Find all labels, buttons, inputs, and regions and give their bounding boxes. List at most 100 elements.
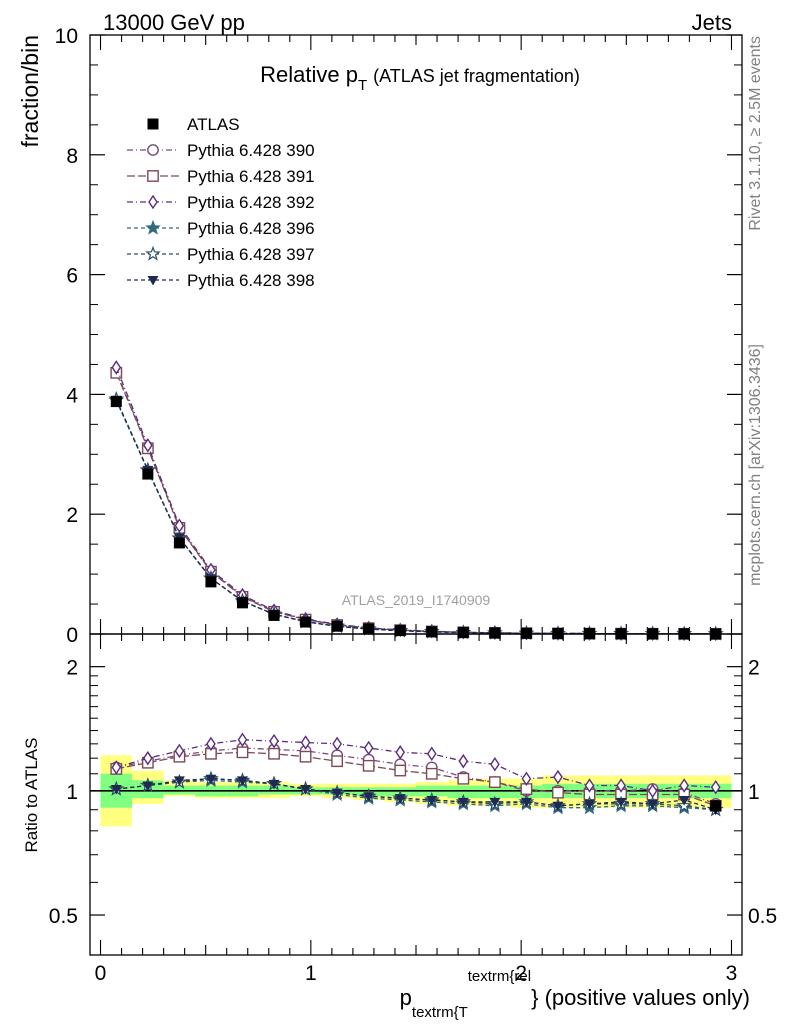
ratio-series-1-marker — [394, 764, 407, 777]
uncertainty-band-stat — [447, 785, 480, 799]
main-y-tick-label: 6 — [66, 265, 78, 288]
ratio-series-2-marker — [679, 778, 690, 793]
ratio-series-5-marker — [142, 781, 154, 792]
main-y-tick-label: 2 — [66, 504, 78, 527]
ratio-series-2-marker — [395, 745, 406, 760]
ratio-series-5-line — [116, 778, 716, 811]
ratio-series-1-marker — [552, 786, 564, 799]
ratio-series-0-line — [116, 747, 716, 805]
legend-label-3: Pythia 6.428 392 — [187, 193, 315, 212]
data-point-atlas — [300, 616, 312, 628]
ratio-series-5-marker — [489, 797, 501, 808]
ratio-series-2-marker — [584, 778, 595, 793]
legend-label-4: Pythia 6.428 396 — [187, 219, 315, 238]
legend-label-5: Pythia 6.428 397 — [187, 245, 315, 264]
ratio-series-1-marker — [488, 776, 501, 789]
uncertainty-band-stat — [479, 785, 511, 799]
legend-marker-6 — [147, 276, 159, 286]
x-tick-label: 0 — [95, 962, 107, 985]
ratio-series-3-line — [116, 779, 716, 811]
ratio-series-2-marker — [616, 778, 626, 793]
ratio-series-1-marker — [457, 772, 470, 785]
legend-marker-4 — [145, 219, 161, 235]
x-tick-label: 2 — [515, 962, 527, 985]
ratio-series-2-marker — [458, 753, 469, 769]
chart-title-main: Relative p — [260, 62, 358, 87]
data-point-atlas — [268, 609, 280, 621]
ratio-series-5-marker — [394, 794, 406, 804]
ratio-series-2-marker — [553, 769, 563, 785]
ratio-series-5-marker — [363, 792, 375, 802]
uncertainty-band-stat — [258, 785, 290, 795]
mcplots-reference-label: mcplots.cern.ch [arXiv:1306.3436] — [747, 344, 764, 586]
main-series-2-marker — [142, 438, 153, 453]
chart-title: Relative pT (ATLAS jet fragmentation) — [260, 62, 580, 94]
ratio-series-5-marker — [457, 797, 469, 808]
legend-marker-1 — [147, 144, 159, 156]
legend-label-6: Pythia 6.428 398 — [187, 271, 315, 290]
ratio-data-point — [710, 800, 722, 812]
ratio-plot-panel: 0.5 0.5 1 1 2 2 0 1 2 3 — [49, 633, 777, 985]
ratio-series-5-marker — [426, 796, 438, 806]
main-y-tick-label: 10 — [55, 25, 78, 48]
header-left-label: 13000 GeV pp — [103, 10, 245, 35]
rivet-version-label: Rivet 3.1.10, ≥ 2.5M events — [747, 36, 764, 231]
analysis-watermark: ATLAS_2019_I1740909 — [342, 592, 491, 608]
ratio-series-5-marker — [647, 799, 659, 810]
x-axis-title: ptextrm{T textrm{rel} (positive values on… — [400, 968, 750, 1021]
ratio-series-5-marker — [331, 788, 343, 799]
main-plot-panel: 0 2 4 6 8 10 — [55, 25, 743, 647]
data-point-atlas — [426, 626, 438, 638]
legend: ATLAS Pythia 6.428 390 Pythia 6.428 391 Pyt… — [127, 115, 315, 290]
ratio-series-1-marker — [331, 755, 344, 768]
x-axis-title-subscript: textrm{T — [412, 1004, 468, 1021]
data-point-atlas — [205, 576, 217, 588]
data-point-atlas — [520, 627, 532, 639]
legend-marker-5 — [145, 245, 161, 261]
x-axis-title-superscript: textrm{rel — [468, 968, 531, 985]
main-y-tick-label: 0 — [66, 624, 78, 647]
ratio-series-2-marker — [269, 733, 279, 749]
chart-title-note: (ATLAS jet fragmentation) — [373, 66, 580, 86]
ratio-series-5-marker — [615, 797, 627, 808]
data-point-atlas — [236, 597, 248, 609]
data-point-atlas — [110, 396, 122, 408]
ratio-series-5-marker — [110, 785, 122, 795]
ratio-series-2-marker — [710, 780, 721, 795]
main-y-tick-label: 8 — [66, 145, 78, 168]
ratio-series-2-marker — [521, 771, 532, 786]
ratio-series-2-marker — [237, 732, 248, 748]
ratio-y-tick-label-left: 1 — [66, 781, 78, 804]
ratio-y-axis-title: Ratio to ATLAS — [22, 738, 41, 853]
data-point-atlas — [489, 627, 501, 639]
x-axis-title-main: p — [400, 985, 412, 1010]
ratio-series-5-marker — [584, 799, 596, 810]
ratio-series-2-marker — [332, 736, 342, 752]
ratio-y-tick-label-right: 1 — [748, 781, 760, 804]
uncertainty-band-stat — [163, 785, 196, 795]
data-point-atlas — [394, 625, 406, 637]
ratio-series-1-marker — [268, 747, 280, 760]
ratio-series-5-marker — [205, 774, 217, 785]
ratio-series-1-marker — [425, 767, 438, 780]
main-series-2-marker — [111, 360, 122, 375]
x-tick-label: 1 — [305, 962, 317, 985]
header-right-label: Jets — [692, 10, 732, 35]
legend-marker-2 — [147, 170, 159, 182]
ratio-y-tick-label-left: 2 — [66, 657, 78, 680]
ratio-series-2-marker — [363, 740, 374, 756]
ratio-series-5-marker — [678, 796, 690, 806]
data-point-atlas — [363, 623, 375, 635]
legend-marker-0 — [147, 118, 159, 130]
data-point-atlas — [331, 620, 343, 632]
ratio-series-5-marker — [236, 776, 248, 786]
ratio-series-5-marker — [268, 779, 280, 790]
legend-marker-3 — [148, 194, 158, 210]
x-tick-label: 3 — [726, 962, 738, 985]
x-axis-title-tail: } (positive values only) — [531, 985, 750, 1010]
data-point-atlas — [173, 537, 185, 549]
ratio-series-2-marker — [300, 735, 311, 750]
legend-label-2: Pythia 6.428 391 — [187, 167, 315, 186]
ratio-series-1-marker — [362, 759, 375, 772]
